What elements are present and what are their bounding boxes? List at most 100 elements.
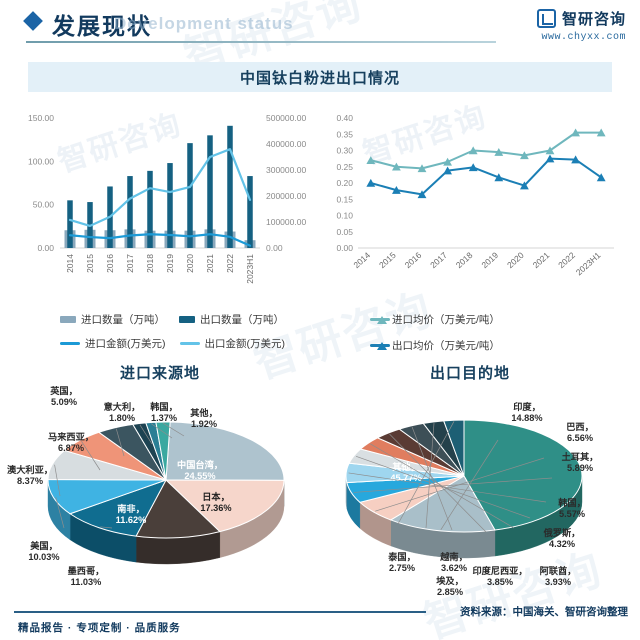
svg-text:2.85%: 2.85% <box>437 587 463 597</box>
svg-text:3.62%: 3.62% <box>441 563 467 573</box>
svg-text:韩国，: 韩国， <box>150 401 178 412</box>
svg-text:0.15: 0.15 <box>336 194 353 204</box>
legend-label: 出口均价（万美元/吨） <box>392 340 500 352</box>
svg-text:500000.00: 500000.00 <box>266 113 306 123</box>
svg-text:埃及，: 埃及， <box>436 575 464 586</box>
svg-text:2020: 2020 <box>505 250 526 270</box>
svg-text:印度尼西亚，: 印度尼西亚， <box>472 565 527 576</box>
svg-text:5.57%: 5.57% <box>559 509 585 519</box>
svg-text:1.80%: 1.80% <box>109 413 135 423</box>
legend-item: 出口金额(万美元) <box>179 336 286 351</box>
svg-text:11.03%: 11.03% <box>71 577 102 587</box>
logo-text: 智研咨询 <box>561 11 626 28</box>
svg-text:11.62%: 11.62% <box>116 515 147 525</box>
svg-text:300000.00: 300000.00 <box>266 165 306 175</box>
legend-label: 进口数量（万吨） <box>81 314 165 326</box>
svg-text:英国，: 英国， <box>50 385 78 396</box>
legend-item: 出口均价（万美元/吨） <box>370 338 620 353</box>
svg-text:2015: 2015 <box>85 254 95 273</box>
svg-text:0.40: 0.40 <box>336 113 353 123</box>
footer-source: 资料来源：中国海关、智研咨询整理 <box>460 606 628 618</box>
svg-text:美国，: 美国， <box>30 540 58 551</box>
header-divider <box>26 41 496 43</box>
svg-text:0.05: 0.05 <box>336 227 353 237</box>
svg-text:2020: 2020 <box>185 254 195 273</box>
svg-text:俄罗斯，: 俄罗斯， <box>543 527 581 538</box>
export-destination-pie: 其他， 45.77% 印度， 14.88% 巴西， 6.56% 土耳其， 5.89% 韩国， 5.… <box>322 378 640 600</box>
legend-label: 出口数量（万吨） <box>200 314 284 326</box>
page-title: 发展现状 <box>52 13 152 39</box>
svg-text:中国台湾，: 中国台湾， <box>177 459 223 470</box>
svg-text:200000.00: 200000.00 <box>266 191 306 201</box>
legend-swatch <box>370 341 390 350</box>
svg-text:6.87%: 6.87% <box>58 443 84 453</box>
svg-text:日本，: 日本， <box>202 491 230 502</box>
svg-text:17.36%: 17.36% <box>200 503 231 513</box>
legend-swatch <box>179 342 200 345</box>
svg-text:0.25: 0.25 <box>336 162 353 172</box>
legend-left: 进口数量（万吨） 出口数量（万吨） 进口金额(万美元) 出口金额(万美元) <box>60 312 350 360</box>
svg-text:1.37%: 1.37% <box>151 413 177 423</box>
legend-label: 进口金额(万美元) <box>85 338 166 350</box>
svg-text:泰国，: 泰国， <box>387 551 416 562</box>
page-header: 发展现状 Development status 智研咨询 www.chyxx.c… <box>0 0 640 52</box>
svg-text:2016: 2016 <box>403 250 424 270</box>
svg-text:100000.00: 100000.00 <box>266 217 306 227</box>
svg-text:阿联酋，: 阿联酋， <box>540 565 577 576</box>
logo-mark-icon <box>536 9 556 28</box>
svg-text:0.30: 0.30 <box>336 146 353 156</box>
legend-swatch <box>60 316 76 323</box>
import-origin-pie: 中国台湾， 24.55% 日本， 17.36% 南非， 11.62% 墨西哥， 11.03% 美… <box>4 378 328 596</box>
svg-text:2016: 2016 <box>105 254 115 273</box>
svg-text:2022: 2022 <box>225 254 235 273</box>
line-chart-svg: 0.00 0.05 0.10 0.15 0.20 0.25 0.30 0.35 0.40 2014… <box>336 113 614 278</box>
svg-text:2021: 2021 <box>531 250 552 270</box>
svg-text:2019: 2019 <box>479 250 500 270</box>
svg-text:0.20: 0.20 <box>336 178 353 188</box>
svg-text:澳大利亚，: 澳大利亚， <box>7 464 53 475</box>
legend-item: 进口金额(万美元) <box>60 336 166 351</box>
svg-text:14.88%: 14.88% <box>511 413 542 423</box>
svg-text:墨西哥，: 墨西哥， <box>68 566 105 576</box>
svg-text:0.35: 0.35 <box>336 129 353 139</box>
legend-label: 进口均价（万美元/吨） <box>392 314 500 326</box>
svg-text:100.00: 100.00 <box>28 156 54 166</box>
svg-text:8.37%: 8.37% <box>17 476 43 486</box>
svg-text:2023H1: 2023H1 <box>574 250 603 278</box>
svg-text:45.77%: 45.77% <box>390 473 421 483</box>
pie-chart-svg: 中国台湾，24.55% 日本，17.36% 南非，11.62% 墨西哥，11.03% 美… <box>7 385 285 587</box>
pie-chart-svg: 其他，45.77% 印度，14.88% 巴西，6.56% 土耳其，5.89% 韩国，5.… <box>345 401 599 597</box>
svg-text:10.03%: 10.03% <box>28 552 59 562</box>
svg-text:5.09%: 5.09% <box>51 397 77 407</box>
svg-text:2017: 2017 <box>125 254 135 273</box>
legend-label: 出口金额(万美元) <box>204 338 286 350</box>
svg-text:其他，: 其他， <box>190 407 218 418</box>
svg-text:0.00: 0.00 <box>266 243 283 253</box>
diamond-icon <box>23 11 43 31</box>
pie-right-title: 出口目的地 <box>430 365 511 382</box>
svg-text:50.00: 50.00 <box>33 200 55 210</box>
svg-text:2.75%: 2.75% <box>389 563 415 573</box>
legend-swatch <box>60 342 80 345</box>
svg-text:2022: 2022 <box>556 250 577 270</box>
legend-item: 出口数量（万吨） <box>179 312 284 327</box>
svg-text:2015: 2015 <box>377 250 398 270</box>
svg-text:150.00: 150.00 <box>28 113 54 123</box>
svg-text:2023H1: 2023H1 <box>245 254 255 284</box>
svg-text:0.00: 0.00 <box>37 243 54 253</box>
svg-text:3.93%: 3.93% <box>545 577 571 587</box>
svg-text:2018: 2018 <box>454 250 475 270</box>
svg-text:土耳其，: 土耳其， <box>562 451 599 462</box>
average-price-chart: 0.00 0.05 0.10 0.15 0.20 0.25 0.30 0.35 0.40 2014… <box>324 100 640 300</box>
svg-text:24.55%: 24.55% <box>184 471 215 481</box>
svg-text:2021: 2021 <box>205 254 215 273</box>
svg-text:南非，: 南非， <box>117 503 145 514</box>
svg-text:2014: 2014 <box>65 254 75 273</box>
svg-text:2018: 2018 <box>145 254 155 273</box>
svg-text:2014: 2014 <box>351 250 372 270</box>
svg-text:印度，: 印度， <box>513 401 541 412</box>
svg-text:巴西，: 巴西， <box>566 422 594 432</box>
import-export-volume-chart: 0.00 50.00 100.00 150.00 0.00 100000.00 200000… <box>8 100 324 300</box>
svg-text:0.10: 0.10 <box>336 211 353 221</box>
brand-logo: 智研咨询 www.chyxx.com <box>536 8 626 43</box>
